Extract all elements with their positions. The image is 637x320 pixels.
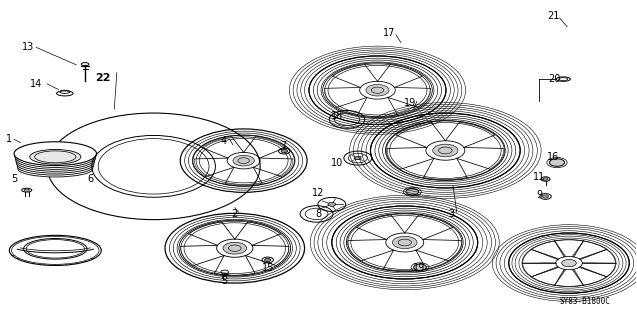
Text: 19: 19 xyxy=(413,263,425,273)
Text: 7: 7 xyxy=(280,141,287,151)
Text: 10: 10 xyxy=(331,158,343,168)
Text: 13: 13 xyxy=(22,42,34,52)
Text: 5: 5 xyxy=(222,276,228,285)
Ellipse shape xyxy=(16,151,95,171)
Text: 6: 6 xyxy=(87,174,93,184)
Circle shape xyxy=(76,127,231,205)
Ellipse shape xyxy=(15,145,96,167)
Circle shape xyxy=(281,149,287,153)
Text: 16: 16 xyxy=(547,152,559,162)
Circle shape xyxy=(47,113,260,220)
Text: 14: 14 xyxy=(30,79,43,89)
Text: 11: 11 xyxy=(533,172,545,182)
Text: 15: 15 xyxy=(262,263,274,274)
Text: 9: 9 xyxy=(536,190,542,200)
Circle shape xyxy=(71,125,237,208)
Text: 21: 21 xyxy=(547,11,559,21)
Ellipse shape xyxy=(30,149,81,164)
Text: 17: 17 xyxy=(383,28,396,38)
Text: 22: 22 xyxy=(95,73,111,83)
Text: 4: 4 xyxy=(220,136,226,146)
Ellipse shape xyxy=(18,161,93,177)
Circle shape xyxy=(60,119,247,213)
Ellipse shape xyxy=(15,148,96,169)
Circle shape xyxy=(433,144,458,157)
Circle shape xyxy=(549,159,564,166)
Ellipse shape xyxy=(17,155,94,173)
Circle shape xyxy=(406,188,419,195)
Circle shape xyxy=(328,203,336,206)
Circle shape xyxy=(54,116,254,216)
Text: 12: 12 xyxy=(312,188,325,198)
Text: 20: 20 xyxy=(548,74,561,84)
Text: 18: 18 xyxy=(331,111,343,121)
Text: 1: 1 xyxy=(6,134,12,144)
Circle shape xyxy=(81,130,226,203)
Text: 19: 19 xyxy=(404,98,417,108)
Circle shape xyxy=(392,236,417,249)
Circle shape xyxy=(543,178,548,180)
Circle shape xyxy=(264,258,271,261)
Text: 2: 2 xyxy=(232,209,238,219)
Circle shape xyxy=(413,264,426,270)
Circle shape xyxy=(366,84,389,96)
Text: 3: 3 xyxy=(448,209,455,219)
Circle shape xyxy=(65,122,242,211)
Text: SY83-B1800C: SY83-B1800C xyxy=(559,297,610,306)
Circle shape xyxy=(87,133,221,200)
Circle shape xyxy=(562,260,576,267)
Circle shape xyxy=(233,155,254,166)
Ellipse shape xyxy=(10,235,101,266)
Circle shape xyxy=(542,195,548,198)
Circle shape xyxy=(223,242,247,254)
Circle shape xyxy=(355,156,361,160)
Text: 5: 5 xyxy=(11,174,17,184)
Ellipse shape xyxy=(14,142,97,165)
Ellipse shape xyxy=(17,158,94,175)
Text: 8: 8 xyxy=(315,209,322,219)
